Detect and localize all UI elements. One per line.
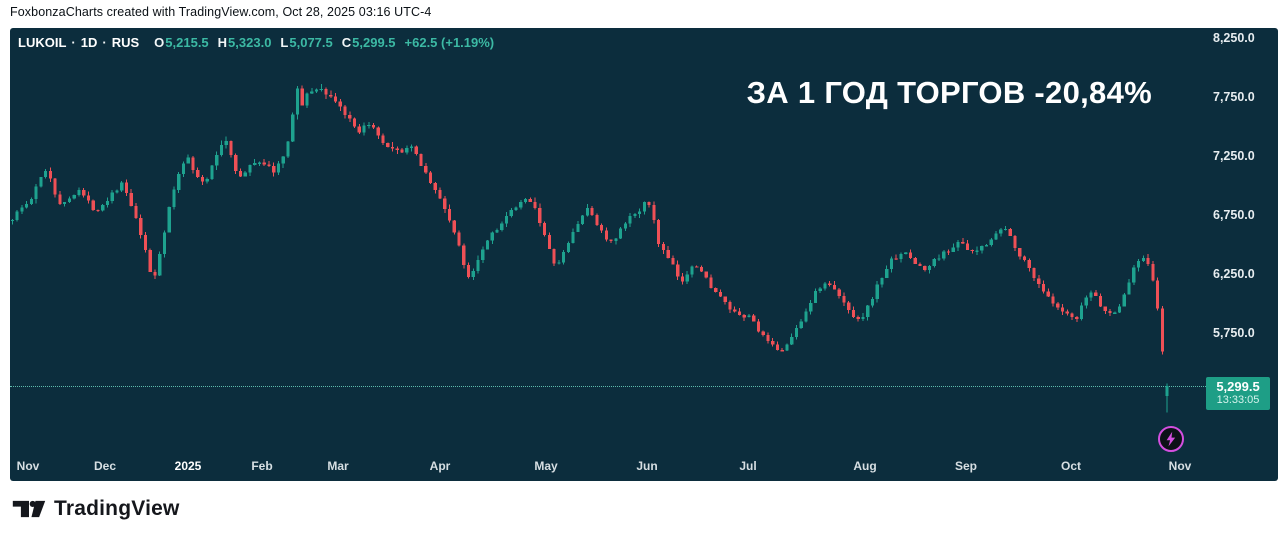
- time-axis-tick: Feb: [251, 459, 273, 473]
- low-label: L: [280, 35, 289, 50]
- tradingview-logo-icon: [12, 500, 46, 518]
- open-label: O: [154, 35, 165, 50]
- footer-brand-bar: TradingView: [12, 497, 180, 521]
- lightning-glyph: [1166, 431, 1176, 447]
- time-axis-tick: Nov: [1168, 459, 1192, 473]
- time-axis-tick: Apr: [429, 459, 451, 473]
- high-value: 5,323.0: [228, 35, 272, 50]
- chart-pane[interactable]: LUKOIL · 1D · RUS O5,215.5 H5,323.0 L5,077.5 C5,…: [10, 28, 1278, 481]
- flash-event-icon[interactable]: [1157, 425, 1185, 453]
- exchange-name: RUS: [111, 35, 140, 50]
- low-value: 5,077.5: [289, 35, 333, 50]
- legend-separator: ·: [102, 35, 107, 50]
- tradingview-brand: TradingView: [54, 497, 180, 520]
- time-axis-tick: Mar: [327, 459, 349, 473]
- time-axis-tick: Jun: [636, 459, 658, 473]
- change-value: +62.5 (+1.19%): [404, 35, 495, 50]
- symbol-name: LUKOIL: [18, 35, 67, 50]
- symbol-legend[interactable]: LUKOIL · 1D · RUS O5,215.5 H5,323.0 L5,077.5 C5,…: [18, 35, 494, 50]
- time-axis-tick: Dec: [93, 459, 117, 473]
- last-price-line: [10, 386, 1206, 388]
- time-axis-tick: Oct: [1060, 459, 1082, 473]
- last-price-value: 5,299.5: [1216, 379, 1260, 395]
- price-axis-tick: 8,250.0: [1213, 31, 1255, 45]
- time-axis-tick: Jul: [739, 459, 757, 473]
- price-axis-tick: 7,250.0: [1213, 149, 1255, 163]
- time-axis-tick: Aug: [853, 459, 877, 473]
- time-axis-tick: Sep: [954, 459, 978, 473]
- time-axis-tick: May: [534, 459, 558, 473]
- time-axis-tick: 2025: [174, 459, 202, 473]
- high-label: H: [217, 35, 228, 50]
- interval-value: 1D: [80, 35, 98, 50]
- legend-separator: ·: [71, 35, 76, 50]
- time-axis-tick: Nov: [16, 459, 40, 473]
- close-value: 5,299.5: [352, 35, 396, 50]
- last-price-label: 5,299.5 13:33:05: [1206, 377, 1270, 411]
- candlestick-canvas[interactable]: [10, 28, 1278, 481]
- price-axis-tick: 6,750.0: [1213, 208, 1255, 222]
- bar-countdown: 13:33:05: [1216, 394, 1260, 407]
- open-value: 5,215.5: [165, 35, 209, 50]
- close-label: C: [341, 35, 352, 50]
- price-axis-tick: 5,750.0: [1213, 326, 1255, 340]
- attribution-text: FoxbonzaCharts created with TradingView.…: [10, 5, 432, 19]
- price-axis-tick: 7,750.0: [1213, 90, 1255, 104]
- performance-watermark: ЗА 1 ГОД ТОРГОВ -20,84%: [746, 75, 1152, 110]
- price-axis-tick: 6,250.0: [1213, 267, 1255, 281]
